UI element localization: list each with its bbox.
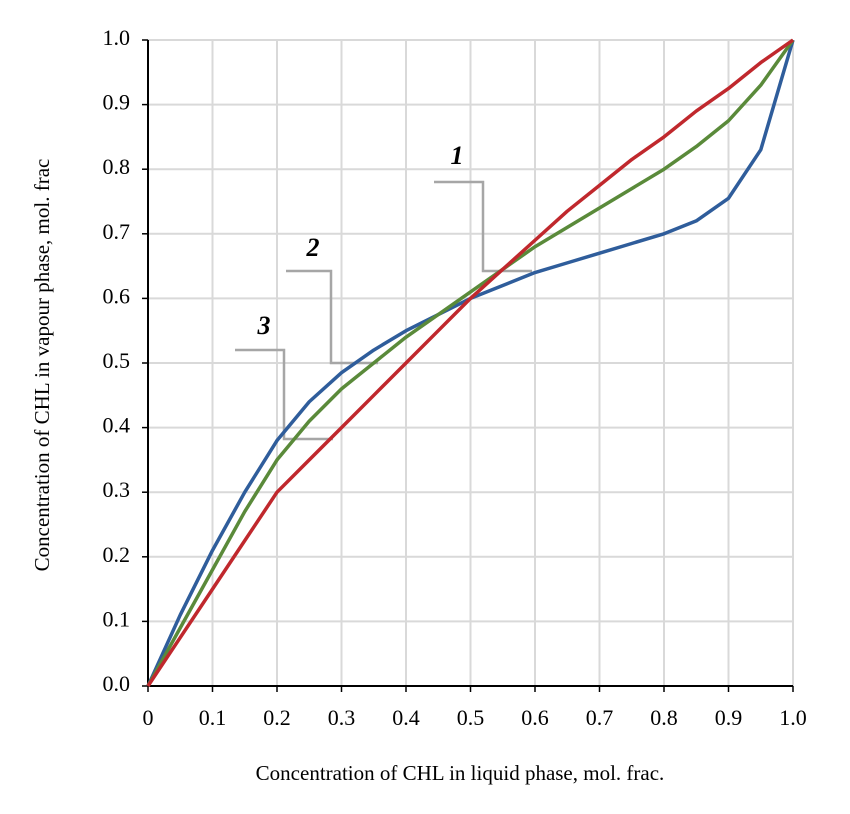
grid — [147, 39, 794, 687]
y-axis-label: Concentration of CHL in vapour phase, mo… — [30, 159, 54, 572]
x-tick-label: 0 — [143, 705, 154, 730]
x-tick-label: 0.2 — [263, 705, 291, 730]
y-tick-label: 0.0 — [103, 671, 131, 696]
x-tick-label: 0.1 — [199, 705, 227, 730]
leader-line — [286, 269, 378, 365]
x-axis-label: Concentration of CHL in liquid phase, mo… — [256, 761, 665, 785]
x-tick-label: 0.6 — [521, 705, 549, 730]
y-tick-label: 0.2 — [103, 542, 131, 567]
y-tick-label: 1.0 — [103, 25, 131, 50]
leader-line — [235, 348, 333, 441]
x-tick-label: 0.9 — [715, 705, 743, 730]
y-tick-label: 0.4 — [103, 413, 131, 438]
x-tick-label: 1.0 — [779, 705, 807, 730]
data-line — [146, 38, 795, 687]
x-tick-label: 0.8 — [650, 705, 678, 730]
x-tick-label: 0.4 — [392, 705, 420, 730]
y-tick-label: 0.5 — [103, 348, 131, 373]
x-tick-label: 0.3 — [328, 705, 356, 730]
y-tick-label: 0.1 — [103, 606, 131, 631]
curve-label: 1 — [451, 141, 464, 170]
y-tick-label: 0.3 — [103, 477, 131, 502]
curve-label: 3 — [257, 311, 271, 340]
leader-line — [434, 180, 532, 273]
x-tick-label: 0.7 — [586, 705, 614, 730]
y-tick-label: 0.6 — [103, 283, 131, 308]
x-tick-label: 0.5 — [457, 705, 485, 730]
y-tick-label: 0.8 — [103, 154, 131, 179]
y-tick-label: 0.9 — [103, 90, 131, 115]
y-tick-label: 0.7 — [103, 219, 131, 244]
data-line — [146, 38, 795, 687]
curve-label: 2 — [306, 233, 320, 262]
